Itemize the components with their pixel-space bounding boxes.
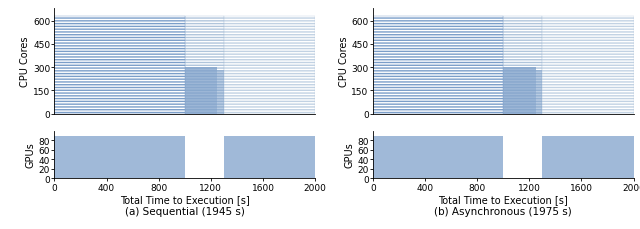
Y-axis label: CPU Cores: CPU Cores bbox=[20, 37, 30, 87]
Bar bbox=[503, 68, 536, 114]
Bar bbox=[542, 136, 634, 179]
Bar bbox=[224, 136, 316, 179]
Bar bbox=[224, 17, 316, 114]
Bar bbox=[372, 17, 503, 114]
X-axis label: Total Time to Execution [s]: Total Time to Execution [s] bbox=[438, 194, 568, 204]
Bar bbox=[218, 71, 224, 114]
Bar bbox=[185, 17, 224, 114]
Y-axis label: GPUs: GPUs bbox=[26, 142, 36, 168]
Bar bbox=[536, 71, 542, 114]
X-axis label: Total Time to Execution [s]: Total Time to Execution [s] bbox=[120, 194, 250, 204]
Y-axis label: GPUs: GPUs bbox=[344, 142, 355, 168]
Bar bbox=[542, 17, 634, 114]
Bar bbox=[372, 136, 503, 179]
Bar bbox=[503, 17, 542, 114]
Bar bbox=[185, 68, 218, 114]
Bar bbox=[54, 136, 185, 179]
Y-axis label: CPU Cores: CPU Cores bbox=[339, 37, 349, 87]
Bar bbox=[54, 17, 185, 114]
Text: (b) Asynchronous (1975 s): (b) Asynchronous (1975 s) bbox=[435, 206, 572, 216]
Text: (a) Sequential (1945 s): (a) Sequential (1945 s) bbox=[125, 206, 244, 216]
